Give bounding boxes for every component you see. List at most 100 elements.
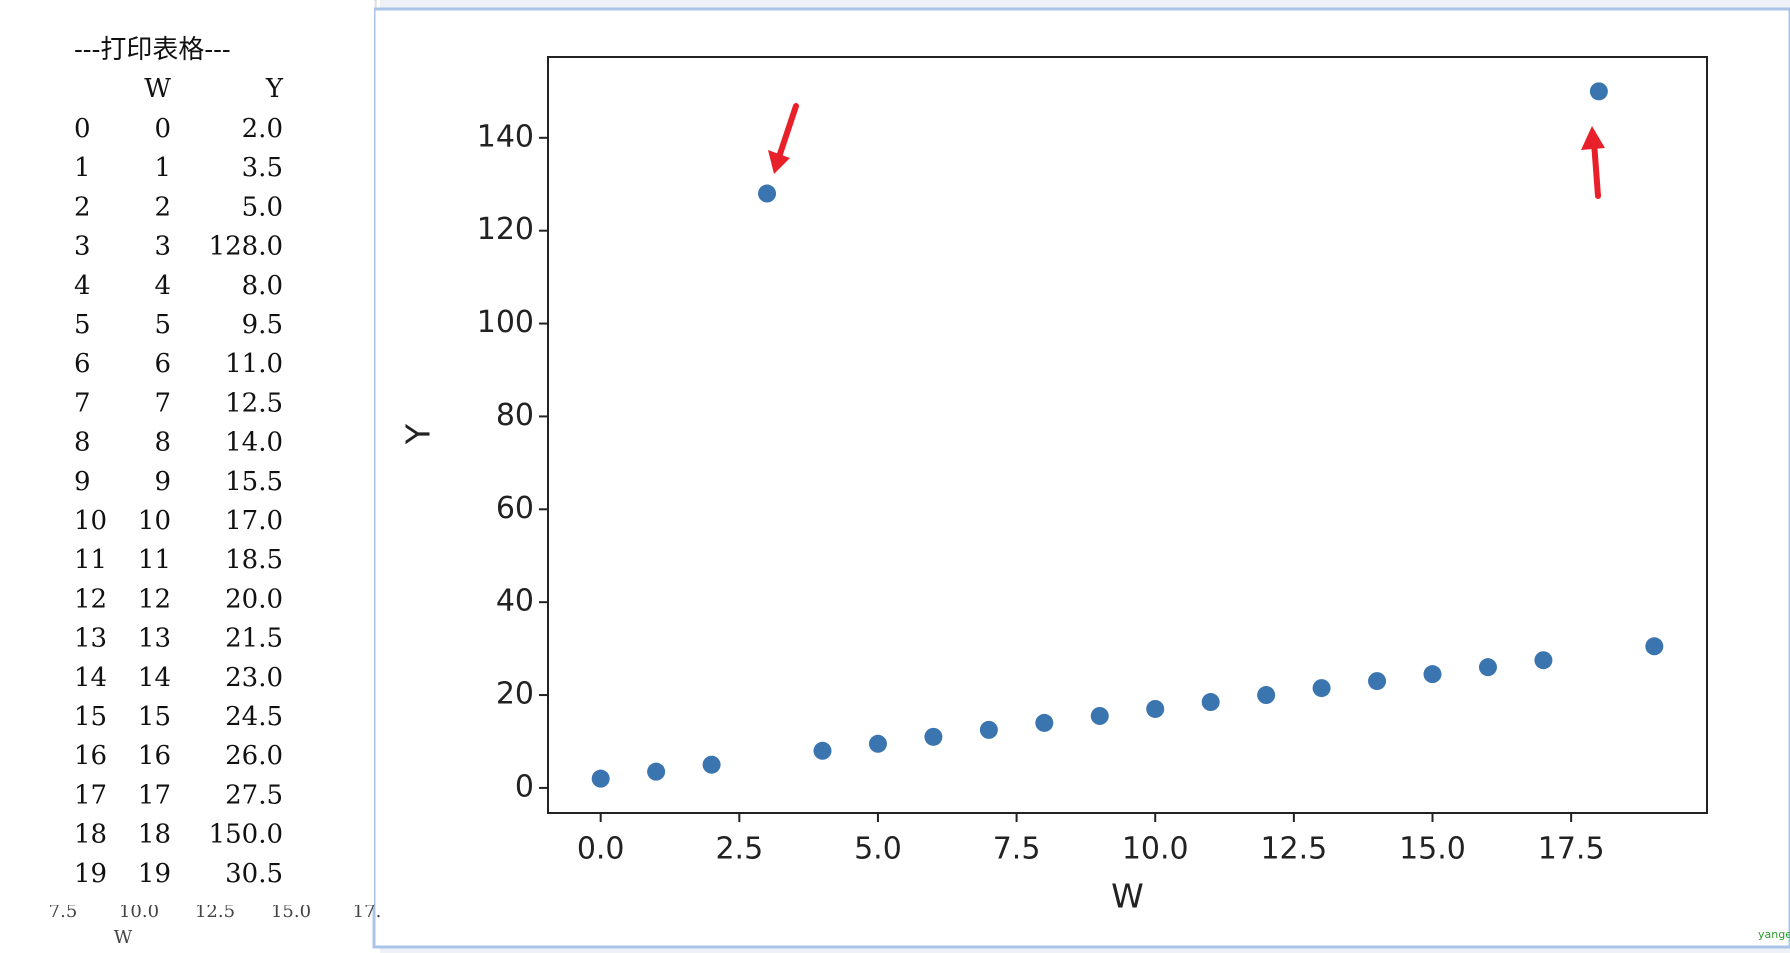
point xyxy=(758,184,777,203)
plot-area xyxy=(547,56,1708,814)
bg-tick-label: 17. xyxy=(353,901,382,922)
table-cell: 12.5 xyxy=(225,388,283,418)
x-tick-label: 0.0 xyxy=(577,832,625,867)
y-tick-label: 80 xyxy=(496,398,534,433)
point xyxy=(1534,651,1553,670)
table-header: Y xyxy=(265,74,284,104)
table-cell: 7 xyxy=(154,388,171,418)
table-cell: 11.0 xyxy=(225,349,283,379)
table-cell: 12 xyxy=(138,584,171,614)
point xyxy=(1201,693,1220,712)
table-cell: 12 xyxy=(74,584,107,614)
x-tick-label: 5.0 xyxy=(854,832,902,867)
arrow xyxy=(1591,139,1601,199)
table-cell: 5 xyxy=(74,310,91,340)
x-tick-label: 10.0 xyxy=(1122,832,1189,867)
table-cell: 6 xyxy=(74,349,91,379)
bg-tick-label: 12.5 xyxy=(195,901,235,922)
point xyxy=(1257,686,1276,705)
table-cell: 17.0 xyxy=(225,506,283,536)
arrow-head xyxy=(1581,126,1605,150)
point xyxy=(702,755,721,774)
y-tick-label: 100 xyxy=(477,305,534,340)
table-cell: 128.0 xyxy=(209,232,283,262)
table-cell: 3 xyxy=(154,232,171,262)
table-cell: 3 xyxy=(74,232,91,262)
table-cell: 27.5 xyxy=(225,780,283,810)
table-cell: 5.0 xyxy=(242,192,283,222)
x-axis-label: W xyxy=(1111,877,1144,916)
point xyxy=(1368,672,1387,691)
point xyxy=(1312,679,1331,698)
y-tick-label: 120 xyxy=(477,212,534,247)
y-axis-label: Y xyxy=(399,423,438,445)
y-tick-label: 20 xyxy=(496,677,534,712)
table-cell: 11 xyxy=(74,545,107,575)
table-cell: 1 xyxy=(154,153,171,183)
table-cell: 20.0 xyxy=(225,584,283,614)
point xyxy=(1478,658,1497,677)
y-tick-label: 60 xyxy=(496,491,534,526)
table-cell: 8 xyxy=(154,428,171,458)
table-cell: 6 xyxy=(154,349,171,379)
table-cell: 4 xyxy=(74,271,91,301)
table-cell: 14 xyxy=(74,663,107,693)
table-cell: 7 xyxy=(74,388,91,418)
table-cell: 9.5 xyxy=(242,310,283,340)
point xyxy=(979,720,998,739)
table-cell: 17 xyxy=(74,780,107,810)
bg-axis-label: W xyxy=(114,927,133,948)
table-cell: 150.0 xyxy=(209,820,283,850)
x-tick-label: 12.5 xyxy=(1260,832,1327,867)
table-cell: 11 xyxy=(138,545,171,575)
x-tick-label: 2.5 xyxy=(715,832,763,867)
table-cell: 30.5 xyxy=(225,859,283,889)
bg-tick-label: 15.0 xyxy=(271,901,311,922)
table-cell: 3.5 xyxy=(242,153,283,183)
table-cell: 5 xyxy=(154,310,171,340)
console-title: ---打印表格--- xyxy=(74,35,231,65)
plot-window xyxy=(372,7,1790,949)
arrow-head xyxy=(768,150,790,174)
point xyxy=(1589,82,1608,101)
table-cell: 8 xyxy=(74,428,91,458)
table-cell: 8.0 xyxy=(242,271,283,301)
point xyxy=(1423,665,1442,684)
table-cell: 21.5 xyxy=(225,624,283,654)
x-tick-label: 17.5 xyxy=(1538,832,1605,867)
table-cell: 2 xyxy=(74,192,91,222)
point xyxy=(591,769,610,788)
table-cell: 15 xyxy=(74,702,107,732)
table-cell: 2.0 xyxy=(242,114,283,144)
table-header: W xyxy=(144,74,171,104)
table-cell: 10 xyxy=(74,506,107,536)
point xyxy=(1035,713,1054,732)
point xyxy=(924,727,943,746)
table-cell: 15.5 xyxy=(225,467,283,497)
point xyxy=(647,762,666,781)
table-cell: 16 xyxy=(74,741,107,771)
table-cell: 14.0 xyxy=(225,428,283,458)
point xyxy=(1090,706,1109,725)
table-cell: 15 xyxy=(138,702,171,732)
table-cell: 9 xyxy=(154,467,171,497)
y-tick-label: 0 xyxy=(515,769,534,804)
table-cell: 9 xyxy=(74,467,91,497)
point xyxy=(868,734,887,753)
y-tick-label: 40 xyxy=(496,584,534,619)
table-cell: 0 xyxy=(74,114,91,144)
table-cell: 19 xyxy=(74,859,107,889)
console-cover xyxy=(0,0,374,905)
y-tick-label: 140 xyxy=(477,119,534,154)
point xyxy=(813,741,832,760)
point xyxy=(1645,637,1664,656)
table-cell: 26.0 xyxy=(225,741,283,771)
table-cell: 18.5 xyxy=(225,545,283,575)
table-cell: 23.0 xyxy=(225,663,283,693)
bg-tick-label: 10.0 xyxy=(119,901,159,922)
table-cell: 24.5 xyxy=(225,702,283,732)
table-cell: 13 xyxy=(138,624,171,654)
table-cell: 0 xyxy=(154,114,171,144)
